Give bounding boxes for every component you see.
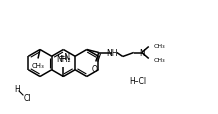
Text: O: O [92,65,98,74]
Text: =N: =N [58,53,70,62]
Text: CH₃: CH₃ [154,57,165,62]
Text: NH: NH [106,49,118,57]
Text: NH₂: NH₂ [56,55,71,64]
Text: N: N [139,49,145,57]
Text: CH₃: CH₃ [32,62,44,68]
Text: H–Cl: H–Cl [129,77,146,86]
Text: H: H [14,85,20,94]
Text: CH₃: CH₃ [154,44,165,49]
Text: Cl: Cl [23,94,31,103]
